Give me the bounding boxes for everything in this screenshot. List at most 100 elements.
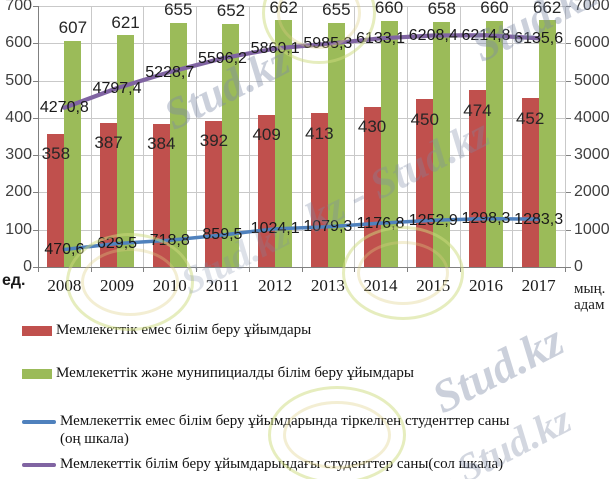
right-axis-tick (565, 267, 571, 268)
y-left-tick-label: 0 (23, 258, 32, 275)
line-point-label: 5985,3 (303, 35, 353, 53)
x-axis-tick (406, 267, 408, 272)
line-point-label: 1298,3 (461, 210, 511, 228)
bar-value-label: 658 (427, 0, 456, 19)
bar-value-label: 652 (216, 1, 246, 21)
x-tick-label: 2008 (47, 276, 82, 295)
x-axis-tick (354, 267, 356, 272)
x-tick-label: 2016 (468, 276, 503, 295)
bar-series-0 (416, 99, 434, 267)
bar-value-label: 409 (252, 125, 281, 144)
legend-swatch-purple-line (22, 463, 56, 467)
line-point-label: 1283,3 (514, 210, 564, 228)
y-right-tick-label: 7000 (574, 0, 610, 14)
line-point-label: 1252,9 (408, 211, 458, 229)
bar-value-label: 413 (305, 123, 334, 143)
legend-label-line2: (оң шкала) (60, 430, 129, 447)
bar-value-label: 655 (322, 0, 351, 20)
legend-item-nonstate-students: Мемлекеттік емес білім беру ұйымдарында … (22, 413, 509, 448)
legend-label: Мемлекеттік емес білім беру ұйымдары (56, 322, 312, 338)
bar-value-label: 392 (199, 131, 229, 151)
line-point-label: 1079,3 (303, 218, 353, 236)
bar-series-1 (169, 22, 187, 267)
v-gridline (248, 6, 250, 267)
y-left-tick-label: 200 (5, 183, 32, 201)
line-point-label: 470,6 (44, 240, 85, 258)
bar-value-label: 662 (532, 0, 562, 17)
bar-series-0 (205, 120, 223, 267)
line-point-label: 859,5 (202, 226, 243, 244)
x-axis-tick (90, 267, 92, 272)
bar-value-label: 358 (41, 144, 71, 164)
line-point-label: 6214,8 (461, 26, 511, 44)
right-axis-tick (565, 80, 571, 82)
v-gridline (38, 6, 39, 267)
v-gridline (143, 6, 145, 267)
bar-value-label: 655 (164, 0, 193, 20)
x-axis-tick (143, 267, 145, 272)
y-left-tick-label: 100 (5, 220, 32, 238)
x-tick-label: 2010 (152, 276, 187, 295)
y-right-tick-label: 6000 (574, 34, 610, 52)
bar-value-label: 660 (374, 0, 404, 18)
x-axis-tick (459, 267, 461, 272)
line-point-label: 6135,6 (514, 29, 564, 47)
bar-series-0 (468, 90, 486, 267)
bar-series-1 (117, 35, 135, 267)
right-axis-tick (565, 117, 571, 119)
x-axis-tick (38, 267, 39, 272)
bar-series-0 (47, 133, 65, 267)
legend-swatch-green-bar (22, 369, 52, 379)
line-point-label: 1024,1 (250, 220, 300, 238)
y-left-tick-label: 600 (5, 34, 32, 52)
v-gridline (354, 6, 356, 267)
line-point-label: 5596,2 (197, 49, 247, 67)
left-axis-tick (33, 229, 38, 231)
right-axis-unit-line1: мың. (574, 281, 606, 297)
bar-value-label: 662 (269, 0, 298, 17)
left-axis-tick (33, 80, 38, 82)
bar-series-1 (433, 21, 451, 267)
bar-series-1 (538, 20, 556, 267)
bar-value-label: 384 (147, 134, 176, 154)
left-axis-tick (33, 117, 38, 119)
x-axis-tick (512, 267, 514, 272)
left-axis-tick (33, 155, 38, 157)
v-gridline (406, 6, 408, 267)
legend-label-line1: Мемлекеттік емес білім беру ұйымдарында … (60, 413, 510, 429)
legend-label: Мемлекеттік емес білім беру ұйымдарында … (60, 413, 509, 448)
chart-legend: Мемлекеттік емес білім беру ұйымдары Мем… (0, 315, 612, 479)
x-tick-label: 2012 (258, 276, 293, 295)
v-gridline (301, 6, 303, 267)
y-left-tick-label: 300 (5, 146, 32, 164)
v-gridline (565, 6, 566, 267)
left-axis-tick (33, 6, 38, 7)
legend-swatch-red-bar (22, 326, 52, 336)
bar-series-1 (380, 20, 398, 267)
v-gridline (512, 6, 514, 267)
line-series-0 (62, 216, 541, 252)
bar-series-1 (275, 20, 293, 267)
line-point-label: 5228,7 (145, 63, 195, 81)
left-axis-tick (33, 43, 38, 45)
bar-series-1 (485, 20, 503, 267)
right-axis-tick (565, 6, 571, 7)
legend-label: Мемлекеттік білім беру ұйымдарындағы сту… (60, 456, 504, 472)
x-tick-label: 2009 (100, 276, 135, 295)
line-point-label: 4797,4 (92, 79, 142, 97)
bar-value-label: 450 (410, 109, 439, 129)
x-tick-label: 2014 (363, 276, 398, 295)
y-right-tick-label: 1000 (574, 220, 610, 238)
right-axis-tick (565, 155, 571, 157)
x-tick-label: 2015 (416, 276, 451, 295)
plot-area: 0 100 200 300 400 500 600 700 0 1000 2000 3000 4000 5… (5, 0, 610, 295)
x-tick-label: 2017 (521, 276, 556, 295)
bar-value-label: 474 (463, 100, 492, 120)
line-series-1 (62, 33, 541, 110)
y-right-tick-label: 4000 (574, 108, 610, 126)
y-right-tick-label: 3000 (574, 146, 610, 164)
legend-swatch-blue-line (22, 420, 56, 424)
y-right-tick-label: 0 (574, 258, 583, 275)
bar-series-1 (222, 23, 240, 267)
right-axis-tick (565, 229, 571, 231)
